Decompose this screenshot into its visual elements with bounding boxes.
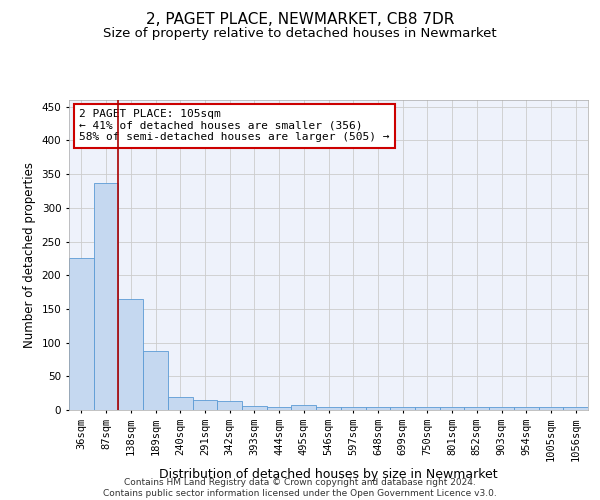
- Text: 2 PAGET PLACE: 105sqm
← 41% of detached houses are smaller (356)
58% of semi-det: 2 PAGET PLACE: 105sqm ← 41% of detached …: [79, 110, 390, 142]
- Bar: [168, 396, 193, 410]
- Bar: [118, 299, 143, 410]
- Bar: [193, 400, 217, 410]
- Bar: [440, 408, 464, 410]
- Text: Contains HM Land Registry data © Crown copyright and database right 2024.
Contai: Contains HM Land Registry data © Crown c…: [103, 478, 497, 498]
- Bar: [267, 406, 292, 410]
- Bar: [341, 408, 365, 410]
- Bar: [390, 408, 415, 410]
- Bar: [143, 350, 168, 410]
- Bar: [69, 258, 94, 410]
- Bar: [242, 406, 267, 410]
- Bar: [489, 408, 514, 410]
- Text: 2, PAGET PLACE, NEWMARKET, CB8 7DR: 2, PAGET PLACE, NEWMARKET, CB8 7DR: [146, 12, 454, 28]
- Bar: [217, 401, 242, 410]
- Bar: [365, 408, 390, 410]
- Bar: [514, 408, 539, 410]
- X-axis label: Distribution of detached houses by size in Newmarket: Distribution of detached houses by size …: [159, 468, 498, 481]
- Bar: [94, 183, 118, 410]
- Text: Size of property relative to detached houses in Newmarket: Size of property relative to detached ho…: [103, 28, 497, 40]
- Bar: [563, 408, 588, 410]
- Bar: [292, 406, 316, 410]
- Bar: [539, 408, 563, 410]
- Bar: [464, 408, 489, 410]
- Y-axis label: Number of detached properties: Number of detached properties: [23, 162, 36, 348]
- Bar: [415, 408, 440, 410]
- Bar: [316, 408, 341, 410]
